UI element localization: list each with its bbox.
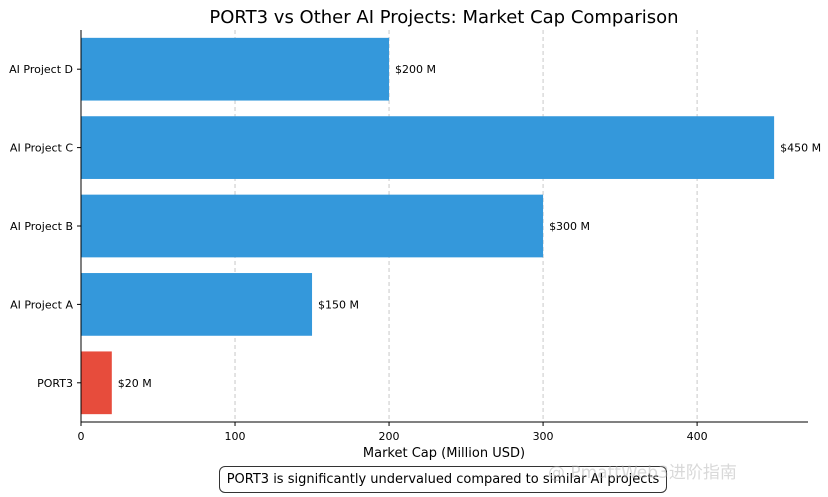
- annotation-box: PORT3 is significantly undervalued compa…: [219, 466, 667, 493]
- data-label: $200 M: [395, 63, 436, 76]
- y-tick-label: AI Project C: [10, 142, 73, 155]
- x-tick-label: 200: [379, 430, 400, 443]
- y-tick-label: AI Project A: [10, 298, 73, 311]
- y-tick-label: PORT3: [37, 377, 73, 390]
- y-tick-label: AI Project D: [9, 63, 73, 76]
- data-label: $450 M: [780, 142, 821, 155]
- chart-title: PORT3 vs Other AI Projects: Market Cap C…: [209, 7, 678, 28]
- x-tick-label: 0: [78, 430, 85, 443]
- bars: [81, 37, 775, 415]
- bar-ai-project-c: [81, 116, 775, 179]
- bar-ai-project-a: [81, 273, 313, 336]
- x-tick-label: 400: [687, 430, 708, 443]
- x-axis-label: Market Cap (Million USD): [363, 446, 525, 461]
- data-label: $20 M: [118, 377, 152, 390]
- bar-port3: [81, 351, 112, 415]
- data-label: $300 M: [549, 220, 590, 233]
- y-ticks: PORT3 AI Project A AI Project B AI Project …: [9, 63, 81, 390]
- x-tick-label: 100: [225, 430, 246, 443]
- bar-ai-project-d: [81, 37, 390, 101]
- data-label: $150 M: [318, 298, 359, 311]
- x-tick-label: 300: [533, 430, 554, 443]
- x-ticks: 0 100 200 300 400: [78, 422, 708, 443]
- y-tick-label: AI Project B: [10, 220, 73, 233]
- bar-ai-project-b: [81, 194, 544, 258]
- data-labels: $20 M $150 M $300 M $450 M $200 M: [118, 63, 821, 390]
